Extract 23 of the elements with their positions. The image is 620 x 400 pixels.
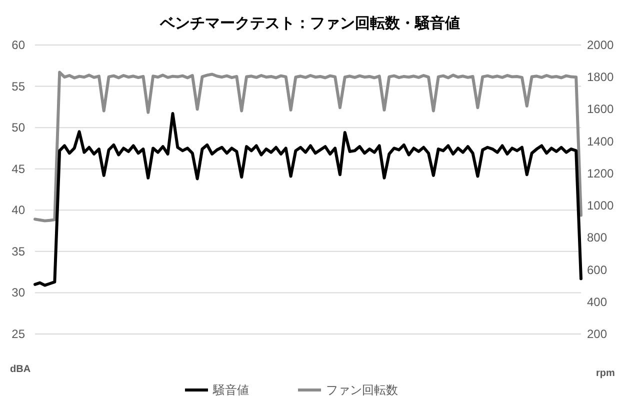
y-tick-label: 55 — [12, 79, 26, 94]
y-tick-label: 45 — [12, 162, 26, 176]
y2-tick-label: 1600 — [587, 102, 614, 116]
y-tick-label: 40 — [12, 203, 26, 218]
y2-tick-label: 1200 — [587, 166, 614, 180]
y-tick-label: 35 — [12, 244, 26, 258]
y2-tick-label: 600 — [587, 262, 608, 277]
y2-tick-label: 800 — [587, 230, 608, 245]
y2-tick-label: 1800 — [587, 70, 614, 84]
y-tick-label: 25 — [12, 327, 26, 341]
y2-axis-title: rpm — [596, 368, 615, 379]
y-tick-label: 50 — [12, 120, 26, 135]
legend-label: 騒音値 — [212, 383, 249, 397]
y2-tick-label: 200 — [587, 327, 608, 341]
legend-label: ファン回転数 — [326, 383, 398, 397]
chart-title: ベンチマークテスト：ファン回転数・騒音値 — [159, 14, 460, 32]
y2-tick-label: 1400 — [587, 134, 614, 148]
y2-tick-label: 2000 — [587, 38, 614, 52]
y-tick-label: 60 — [12, 38, 26, 52]
y-tick-label: 30 — [12, 286, 26, 300]
y-axis-title: dBA — [10, 364, 31, 375]
y2-tick-label: 1000 — [587, 198, 614, 213]
y2-tick-label: 400 — [587, 294, 608, 309]
